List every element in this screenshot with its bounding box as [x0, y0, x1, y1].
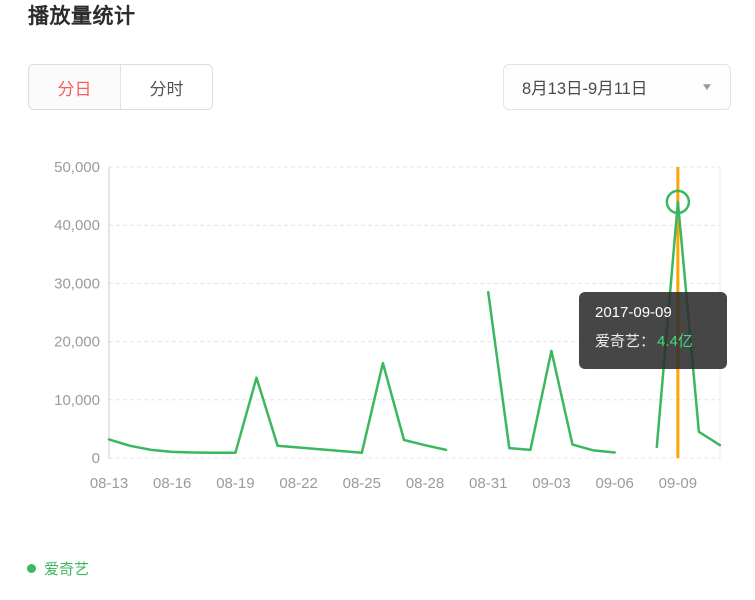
x-tick-label: 08-25	[343, 475, 381, 492]
hover-marker	[665, 189, 691, 215]
tooltip-date: 2017-09-09	[595, 304, 672, 321]
x-tick-label: 08-13	[90, 475, 128, 492]
x-tick-label: 08-19	[216, 475, 254, 492]
tab-by-day-label: 分日	[57, 79, 92, 99]
date-range-label: 8月13日-9月11日	[522, 80, 648, 98]
series-line	[107, 361, 448, 455]
y-tick-label: 0	[92, 450, 100, 467]
chevron-down-icon: ▼	[700, 81, 714, 93]
y-tick-label: 50,000	[54, 159, 100, 176]
play-count-chart[interactable]: 0 10,000 20,000 30,000 40,000 50,000 08-13 08-1…	[0, 0, 755, 530]
x-tick-label: 09-03	[532, 475, 570, 492]
chart-legend: 爱奇艺	[27, 558, 89, 579]
x-tick-label: 08-28	[406, 475, 444, 492]
chart-tooltip: 2017-09-09 爱奇艺： 4.4亿	[579, 292, 727, 369]
y-tick-label: 40,000	[54, 217, 100, 234]
legend-dot-icon	[27, 564, 36, 573]
x-tick-label: 09-06	[595, 475, 633, 492]
legend-item-label[interactable]: 爱奇艺	[44, 561, 90, 578]
y-tick-label: 30,000	[54, 275, 100, 292]
tooltip-series-row: 爱奇艺： 4.4亿	[595, 333, 711, 351]
tooltip-value: 4.4亿	[657, 333, 693, 350]
x-tick-label: 09-09	[659, 475, 697, 492]
tab-by-hour-label: 分时	[149, 79, 184, 99]
tooltip-series-label: 爱奇艺：	[595, 333, 656, 350]
x-tick-label: 08-22	[279, 475, 317, 492]
x-tick-label: 08-16	[153, 475, 191, 492]
date-range-select[interactable]: 8月13日-9月11日 ▼	[503, 64, 731, 110]
tab-by-hour[interactable]: 分时	[120, 65, 212, 109]
x-tick-label: 08-31	[469, 475, 507, 492]
page-title: 播放量统计	[28, 5, 136, 28]
granularity-tab-group: 分日 分时	[28, 64, 213, 110]
series-line	[486, 290, 616, 454]
y-tick-label: 20,000	[54, 334, 100, 351]
y-tick-label: 10,000	[54, 392, 100, 409]
tab-by-day[interactable]: 分日	[29, 65, 120, 109]
